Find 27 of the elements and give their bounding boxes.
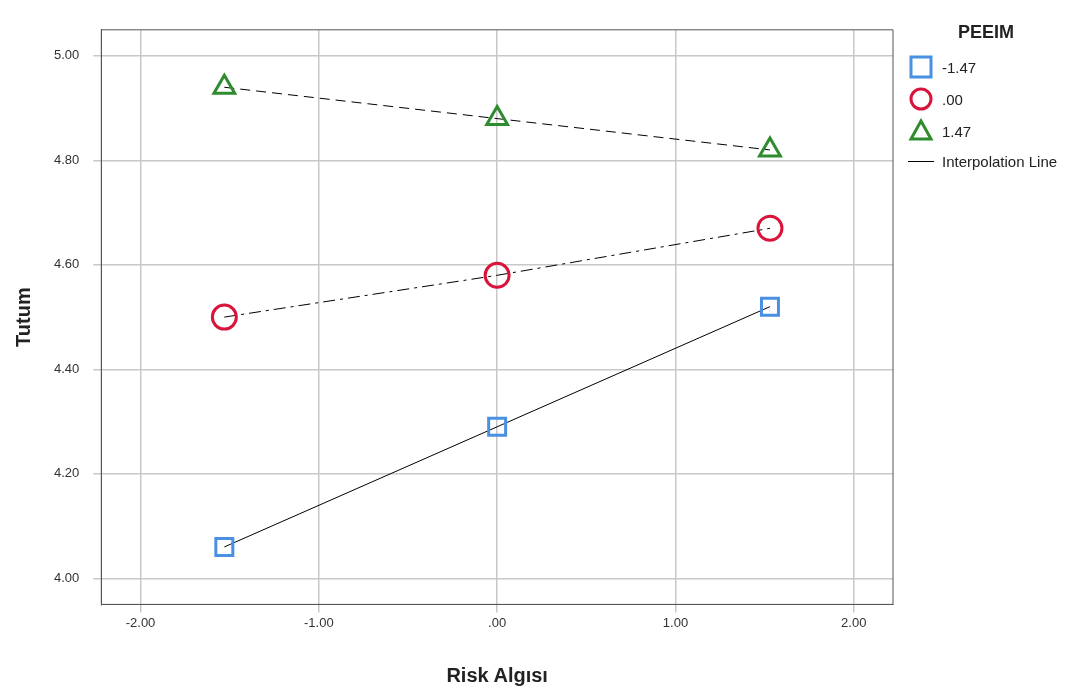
point xyxy=(485,105,510,127)
y-tick-label: 4.00 xyxy=(53,569,80,585)
y-tick-label: 4.80 xyxy=(53,151,80,167)
legend-label: -1.47 xyxy=(942,58,977,76)
legend-label: .00 xyxy=(942,90,963,108)
y-tick-label: 4.40 xyxy=(53,360,80,376)
x-tick-label: .00 xyxy=(488,614,507,630)
legend-title: PEEIM xyxy=(958,22,1015,43)
point xyxy=(210,303,238,331)
y-tick-label: 4.60 xyxy=(53,256,80,272)
y-axis-title: Tutum xyxy=(11,287,34,347)
y-tick-label: 5.00 xyxy=(53,47,80,63)
point xyxy=(214,536,235,557)
x-tick-label: -1.00 xyxy=(304,614,334,630)
legend-label: 1.47 xyxy=(942,122,972,140)
point xyxy=(756,214,784,242)
x-tick-label: 1.00 xyxy=(662,614,689,630)
x-tick-label: 2.00 xyxy=(841,614,867,630)
text: Interpolation Line xyxy=(942,152,1058,170)
x-axis-title: Risk Algısı xyxy=(446,663,548,686)
point xyxy=(759,296,780,317)
point xyxy=(212,73,237,95)
y-tick-label: 4.20 xyxy=(53,465,80,481)
point xyxy=(758,136,782,158)
point xyxy=(487,416,508,437)
point xyxy=(483,261,511,289)
x-tick-label: -2.00 xyxy=(125,614,156,630)
